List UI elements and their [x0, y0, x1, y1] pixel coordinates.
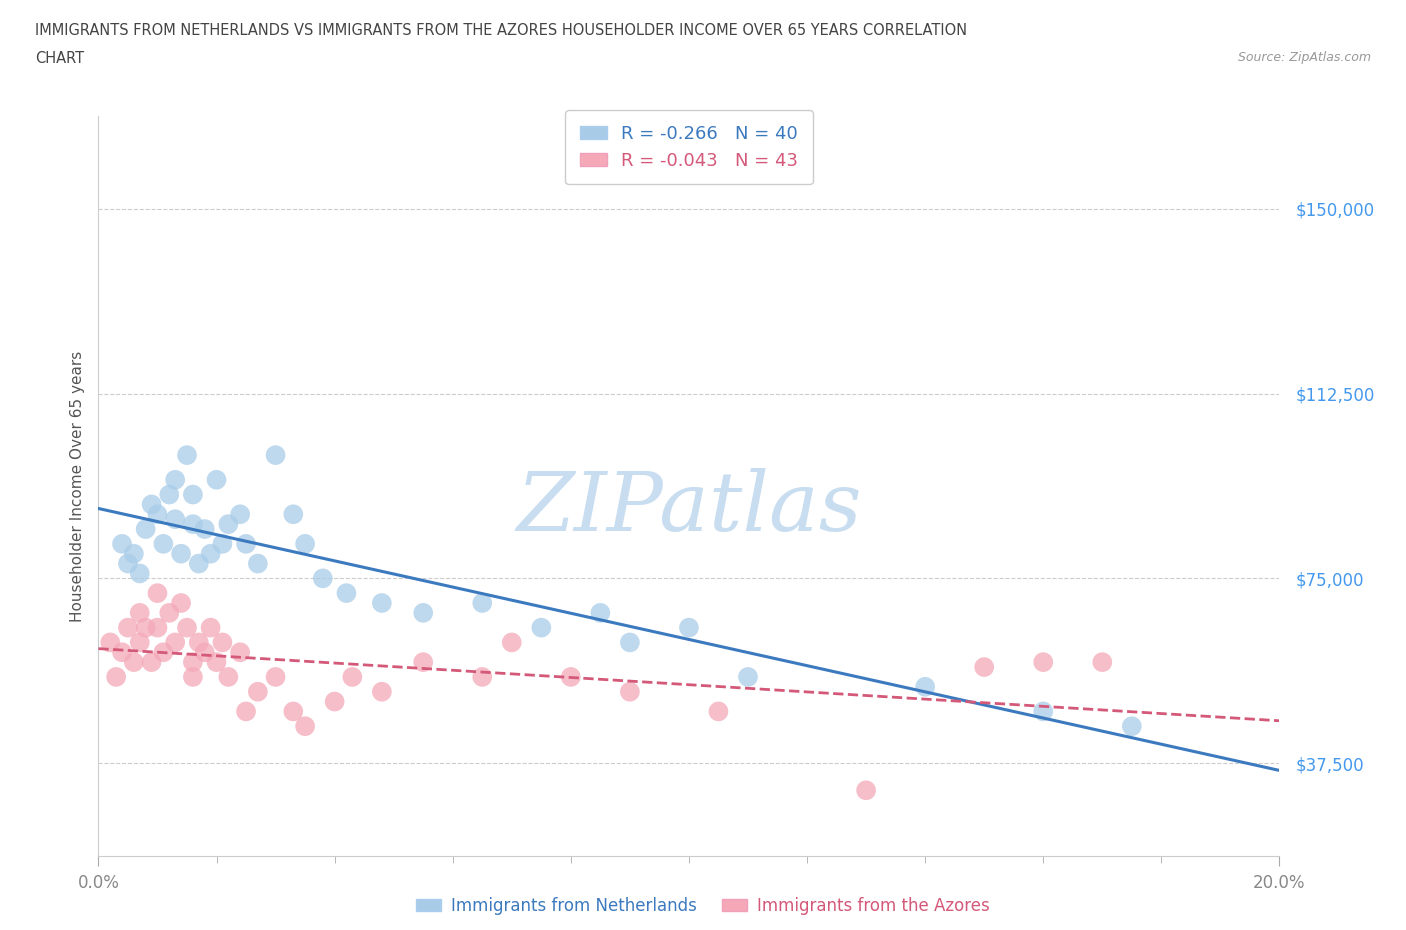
Point	[146, 507, 169, 522]
Point	[165, 635, 187, 650]
Point	[589, 605, 612, 620]
Point	[152, 644, 174, 659]
Point	[371, 595, 394, 610]
Point	[200, 546, 222, 561]
Legend: Immigrants from Netherlands, Immigrants from the Azores: Immigrants from Netherlands, Immigrants …	[409, 890, 997, 922]
Point	[157, 487, 180, 502]
Point	[205, 472, 228, 487]
Point	[135, 620, 157, 635]
Point	[1032, 655, 1054, 670]
Point	[187, 556, 209, 571]
Point	[619, 635, 641, 650]
Point	[157, 605, 180, 620]
Point	[335, 586, 357, 601]
Text: IMMIGRANTS FROM NETHERLANDS VS IMMIGRANTS FROM THE AZORES HOUSEHOLDER INCOME OVE: IMMIGRANTS FROM NETHERLANDS VS IMMIGRANT…	[35, 23, 967, 38]
Point	[128, 566, 150, 581]
Point	[246, 684, 269, 699]
Point	[471, 595, 494, 610]
Point	[235, 704, 257, 719]
Point	[165, 472, 187, 487]
Point	[117, 620, 139, 635]
Point	[122, 655, 145, 670]
Point	[152, 537, 174, 551]
Point	[412, 655, 434, 670]
Point	[855, 783, 877, 798]
Point	[1121, 719, 1143, 734]
Point	[128, 635, 150, 650]
Point	[371, 684, 394, 699]
Point	[187, 635, 209, 650]
Point	[312, 571, 335, 586]
Point	[141, 655, 163, 670]
Point	[737, 670, 759, 684]
Point	[194, 644, 217, 659]
Point	[170, 595, 193, 610]
Point	[1032, 704, 1054, 719]
Text: CHART: CHART	[35, 51, 84, 66]
Point	[211, 635, 233, 650]
Point	[412, 605, 434, 620]
Point	[678, 620, 700, 635]
Point	[200, 620, 222, 635]
Point	[229, 507, 252, 522]
Point	[141, 497, 163, 512]
Point	[342, 670, 364, 684]
Point	[146, 620, 169, 635]
Point	[217, 517, 239, 532]
Point	[122, 546, 145, 561]
Point	[194, 522, 217, 537]
Point	[707, 704, 730, 719]
Point	[264, 670, 287, 684]
Y-axis label: Householder Income Over 65 years: Householder Income Over 65 years	[69, 351, 84, 621]
Point	[217, 670, 239, 684]
Point	[170, 546, 193, 561]
Point	[323, 694, 346, 709]
Point	[530, 620, 553, 635]
Point	[283, 507, 305, 522]
Point	[471, 670, 494, 684]
Point	[176, 447, 198, 462]
Legend: R = -0.266   N = 40, R = -0.043   N = 43: R = -0.266 N = 40, R = -0.043 N = 43	[565, 111, 813, 184]
Point	[176, 620, 198, 635]
Point	[619, 684, 641, 699]
Point	[111, 644, 134, 659]
Point	[283, 704, 305, 719]
Point	[235, 537, 257, 551]
Point	[181, 487, 204, 502]
Point	[973, 659, 995, 674]
Point	[128, 605, 150, 620]
Point	[98, 635, 121, 650]
Point	[294, 719, 316, 734]
Text: Source: ZipAtlas.com: Source: ZipAtlas.com	[1237, 51, 1371, 64]
Point	[1091, 655, 1114, 670]
Point	[914, 679, 936, 694]
Point	[211, 537, 233, 551]
Point	[294, 537, 316, 551]
Point	[246, 556, 269, 571]
Text: ZIPatlas: ZIPatlas	[516, 468, 862, 548]
Point	[560, 670, 582, 684]
Point	[111, 537, 134, 551]
Point	[117, 556, 139, 571]
Point	[146, 586, 169, 601]
Point	[181, 655, 204, 670]
Point	[165, 512, 187, 526]
Point	[105, 670, 128, 684]
Point	[501, 635, 523, 650]
Point	[229, 644, 252, 659]
Point	[264, 447, 287, 462]
Point	[135, 522, 157, 537]
Point	[205, 655, 228, 670]
Point	[181, 670, 204, 684]
Point	[181, 517, 204, 532]
